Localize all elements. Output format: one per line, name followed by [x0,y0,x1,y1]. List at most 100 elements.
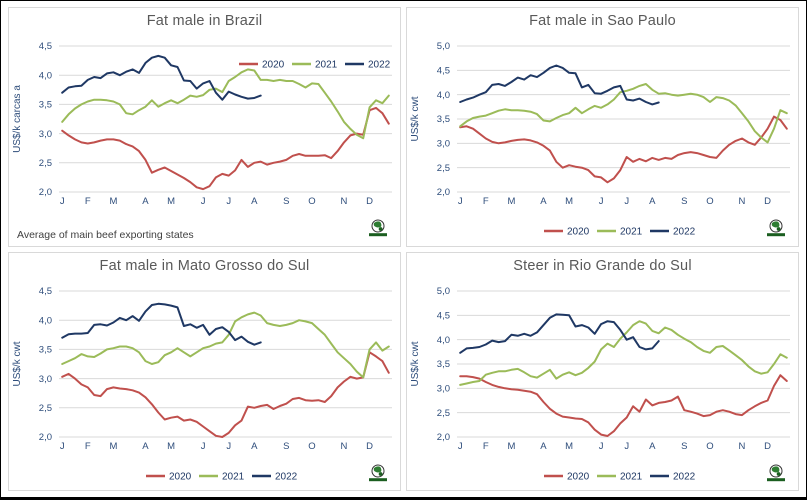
y-tick-label: 4,0 [437,334,450,345]
y-tick-label: 2,0 [437,432,450,443]
y-tick-label: 2,5 [39,158,52,169]
series-line-2021 [61,68,390,140]
x-tick-label: M [109,196,117,207]
x-tick-label: J [226,196,231,207]
x-tick-label: A [540,196,547,207]
x-tick-label: S [283,441,289,452]
y-tick-label: 5,0 [437,41,450,52]
x-tick-label: M [109,441,117,452]
x-tick-label: A [649,441,656,452]
legend-label-2020: 2020 [169,471,192,482]
chart-footnote: Average of main beef exporting states [17,228,194,241]
series-line-2020 [459,373,788,437]
chart-plot-area: 2,0 2,5 3,0 3,5 4,0 4,5 J F M A M J J A S O N D US$/k carc… [12,41,392,237]
x-tick-label: J [201,441,206,452]
y-tick-label: 2,0 [39,187,52,198]
legend-label-2021: 2021 [620,471,643,482]
series-line-2020 [459,115,788,184]
x-tick-label: N [341,441,348,452]
chart-canvas: 2,0 2,5 3,0 3,5 4,0 4,5 5,0 J F M A M J J A S O N D US$/k c… [407,279,798,491]
x-tick-label: N [341,196,348,207]
chart-panel-sao-paulo: Fat male in Sao Paulo 2,0 2,5 3,0 3,5 4,0 4,5… [406,7,799,247]
series-line-2020 [61,350,390,438]
x-tick-label: J [599,441,604,452]
series-line-2022 [459,312,660,354]
x-tick-label: F [85,196,91,207]
x-tick-label: D [764,196,771,207]
y-tick-label: 4,0 [39,70,52,81]
x-tick-label: F [483,196,489,207]
legend-label-2021: 2021 [620,227,643,238]
series-line-2020 [61,106,390,191]
y-axis-title: US$/k cwt [12,341,23,386]
x-tick-label: J [60,196,65,207]
x-tick-label: J [458,196,463,207]
y-tick-label: 2,0 [39,432,52,443]
legend-label-2022: 2022 [673,471,696,482]
legend-label-2021: 2021 [222,471,245,482]
y-tick-label: 3,5 [39,100,52,111]
y-tick-label: 4,5 [437,66,450,77]
chart-title: Fat male in Sao Paulo [529,13,676,29]
x-tick-label: M [507,196,515,207]
y-tick-label: 3,5 [437,114,450,125]
x-tick-label: A [251,196,258,207]
x-tick-label: O [706,196,713,207]
x-tick-label: D [366,196,373,207]
y-tick-label: 4,5 [39,41,52,52]
chart-title: Fat male in Brazil [146,13,263,29]
y-tick-label: 3,0 [437,139,450,150]
x-tick-label: J [226,441,231,452]
x-tick-label: N [739,196,746,207]
y-tick-label: 3,0 [437,383,450,394]
series-line-2022 [61,302,262,346]
chart-panel-brazil: Fat male in Brazil 2,0 2,5 3,0 3,5 4,0 4,5 J F M… [8,7,401,247]
chart-plot-area: 2,0 2,5 3,0 3,5 4,0 4,5 5,0 J F M A M J J A S O N D US$/k c… [410,286,790,482]
x-tick-label: M [565,441,573,452]
chart-title: Fat male in Mato Grosso do Sul [99,257,310,274]
x-tick-label: A [540,441,547,452]
x-tick-label: J [458,441,463,452]
y-tick-label: 5,0 [437,286,450,297]
globe-logo-icon [369,219,387,237]
series-line-2022 [459,64,660,106]
series-line-2021 [61,311,390,378]
chart-canvas: 2,0 2,5 3,0 3,5 4,0 4,5 J F M A M J J A S O N D US$/k cwt 2… [9,279,400,491]
chart-plot-area: 2,0 2,5 3,0 3,5 4,0 4,5 5,0 J F M A M J J A S O N D US$/k c… [410,41,790,238]
x-tick-label: J [624,441,629,452]
y-tick-label: 3,5 [39,344,52,355]
legend-label-2020: 2020 [262,60,285,71]
y-axis-title: US$/k cwt [410,341,421,386]
y-tick-label: 2,5 [39,403,52,414]
y-tick-label: 2,0 [437,187,450,198]
y-tick-label: 4,0 [437,90,450,101]
x-tick-label: J [201,196,206,207]
x-tick-label: J [60,441,65,452]
y-tick-label: 4,5 [39,286,52,297]
globe-logo-icon [369,464,387,481]
globe-logo-icon [767,464,785,481]
x-tick-label: A [649,196,656,207]
x-tick-label: N [739,441,746,452]
legend-label-2022: 2022 [275,471,298,482]
legend-label-2020: 2020 [567,227,590,238]
x-tick-label: A [142,196,149,207]
chart-panel-mato-grosso-do-sul: Fat male in Mato Grosso do Sul 2,0 2,5 3,0… [8,251,401,491]
y-tick-label: 4,5 [437,310,450,321]
y-tick-label: 3,0 [39,373,52,384]
x-tick-label: A [142,441,149,452]
x-tick-label: O [706,441,713,452]
legend-label-2022: 2022 [673,227,696,238]
x-tick-label: J [599,196,604,207]
y-tick-label: 4,0 [39,315,52,326]
x-tick-label: M [507,441,515,452]
y-axis-title: US$/k carcas a [12,85,23,153]
x-tick-label: S [681,196,687,207]
y-tick-label: 3,0 [39,129,52,140]
y-axis-title: US$/k cwt [410,96,421,141]
legend-label-2022: 2022 [368,60,391,71]
x-tick-label: D [764,441,771,452]
x-tick-label: F [85,441,91,452]
x-tick-label: S [283,196,289,207]
